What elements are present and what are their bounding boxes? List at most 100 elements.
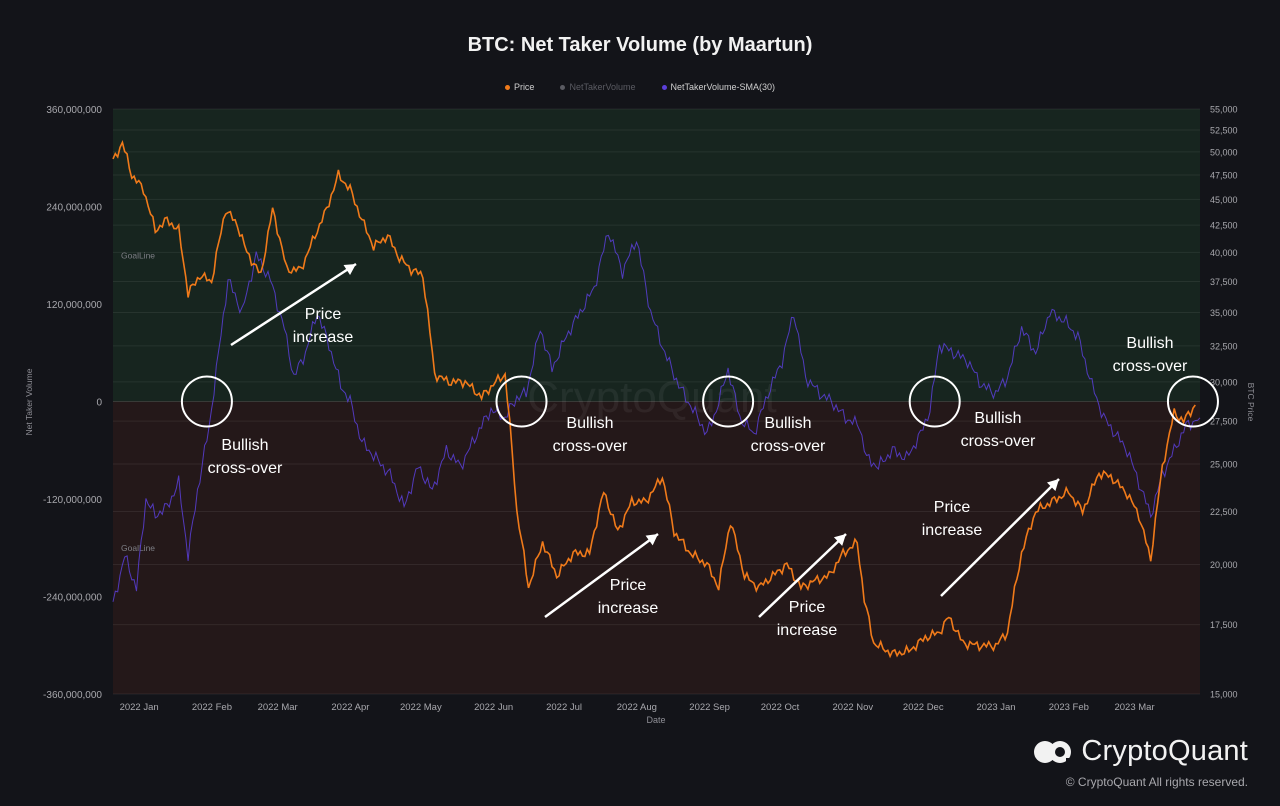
y-left-tick-label: 240,000,000 [46,203,102,214]
crossover-circle [180,375,233,428]
annotation-line: cross-over [553,438,628,455]
price-increase-label: Price increase [598,577,659,617]
annotation-line: Price [789,599,826,616]
goal-line-label: GoalLine [121,543,155,553]
y-right-tick-label: 42,500 [1210,221,1238,231]
y-right-tick-label: 17,500 [1210,620,1238,630]
annotation-line: Bullish [764,415,811,432]
x-tick-label: 2022 May [400,702,442,713]
y-right-tick-label: 35,000 [1210,308,1238,318]
x-tick-label: 2022 Jan [120,702,159,713]
arrow-head [1046,479,1059,492]
legend-label-price: Price [513,82,535,92]
y-left-axis-label: Net Taker Volume [24,368,34,435]
x-tick-label: 2022 Jun [474,702,513,713]
y-left-tick-label: -120,000,000 [43,495,102,506]
crossover-circle [495,375,548,428]
annotation-line: Bullish [221,437,268,454]
x-tick-label: 2022 Apr [331,702,369,713]
chart-title: BTC: Net Taker Volume (by Maartun) [467,34,813,56]
y-right-tick-label: 52,500 [1210,125,1238,135]
x-tick-label: 2022 Mar [258,702,298,713]
arrow-head [343,264,356,276]
x-tick-label: 2023 Jan [977,702,1016,713]
legend-marker-net-taker-volume [560,84,566,90]
cryptoquant-logo: CryptoQuant [1033,735,1248,768]
y-right-tick-label: 40,000 [1210,248,1238,258]
legend-marker-sma [661,84,667,90]
y-right-tick-label: 27,500 [1210,417,1238,427]
y-right-tick-label: 37,500 [1210,277,1238,287]
annotation-line: cross-over [961,433,1036,450]
x-tick-label: 2022 Oct [761,702,800,713]
arrow-head [833,534,846,546]
cryptoquant-logo-icon [1034,740,1073,765]
negative-zone [113,401,1200,694]
y-right-tick-label: 32,500 [1210,341,1238,351]
legend-marker-price [504,84,510,90]
annotation-line: increase [777,622,838,639]
crossover-circle [702,375,755,428]
x-tick-label: 2023 Feb [1049,702,1089,713]
y-left-tick-label: 360,000,000 [46,105,102,116]
y-right-axis-label: BTC Price [1246,383,1256,422]
y-right-tick-label: 45,000 [1210,195,1238,205]
y-left-tick-label: -360,000,000 [43,690,102,701]
legend-item-sma[interactable]: NetTakerVolume-SMA(30) [661,82,776,92]
y-right-tick-label: 20,000 [1210,560,1238,570]
legend-item-net-taker-volume[interactable]: NetTakerVolume [560,82,636,92]
y-left-tick-label: -240,000,000 [43,593,102,604]
annotation-line: Bullish [974,410,1021,427]
arrow-head [645,534,658,546]
y-right-tick-label: 47,500 [1210,171,1238,181]
x-axis-label: Date [646,715,665,725]
price-increase-label: Price increase [922,499,983,539]
y-right-tick-label: 15,000 [1210,690,1238,700]
y-right-tick-label: 55,000 [1210,105,1238,115]
price-increase-arrow [230,262,357,347]
watermark: CryptoQuant [527,373,776,422]
annotation-line: increase [293,329,354,346]
price-series-line [112,140,1196,659]
price-increase-label: Price increase [777,599,838,639]
x-tick-label: 2022 Feb [192,702,232,713]
bullish-crossover-label: Bullish cross-over [208,437,283,477]
annotation-line: Bullish [1126,335,1173,352]
x-tick-label: 2023 Mar [1114,702,1154,713]
bullish-crossover-label: Bullish cross-over [1113,335,1188,375]
y-right-tick-label: 25,000 [1210,460,1238,470]
x-tick-label: 2022 Sep [689,702,730,713]
x-tick-label: 2022 Jul [546,702,582,713]
annotation-line: increase [922,522,983,539]
positive-zone [113,109,1200,402]
legend-label-sma: NetTakerVolume-SMA(30) [670,82,776,92]
price-increase-arrow [758,533,847,618]
goal-line-label: GoalLine [121,250,155,260]
annotation-line: Price [610,577,647,594]
annotation-line: Price [934,499,971,516]
annotation-line: cross-over [751,438,826,455]
annotation-line: cross-over [1113,358,1188,375]
annotation-line: Price [305,306,342,323]
x-tick-label: 2022 Dec [903,702,944,713]
annotation-line: increase [598,600,659,617]
x-tick-label: 2022 Nov [833,702,874,713]
bullish-crossover-label: Bullish cross-over [751,415,826,455]
crossover-circle [1166,375,1219,428]
annotation-line: Bullish [566,415,613,432]
price-increase-arrow [544,532,659,619]
price-increase-label: Price increase [293,306,354,346]
copyright-text: © CryptoQuant All rights reserved. [1065,775,1248,789]
price-increase-arrow [940,478,1060,597]
y-right-tick-label: 22,500 [1210,507,1238,517]
x-tick-label: 2022 Aug [617,702,657,713]
y-left-tick-label: 0 [96,398,102,409]
bullish-crossover-label: Bullish cross-over [553,415,628,455]
y-right-tick-label: 30,000 [1210,377,1238,387]
crossover-circle [908,375,961,428]
bullish-crossover-label: Bullish cross-over [961,410,1036,450]
y-left-tick-label: 120,000,000 [46,300,102,311]
annotation-line: cross-over [208,460,283,477]
legend-item-price[interactable]: Price [504,82,535,92]
